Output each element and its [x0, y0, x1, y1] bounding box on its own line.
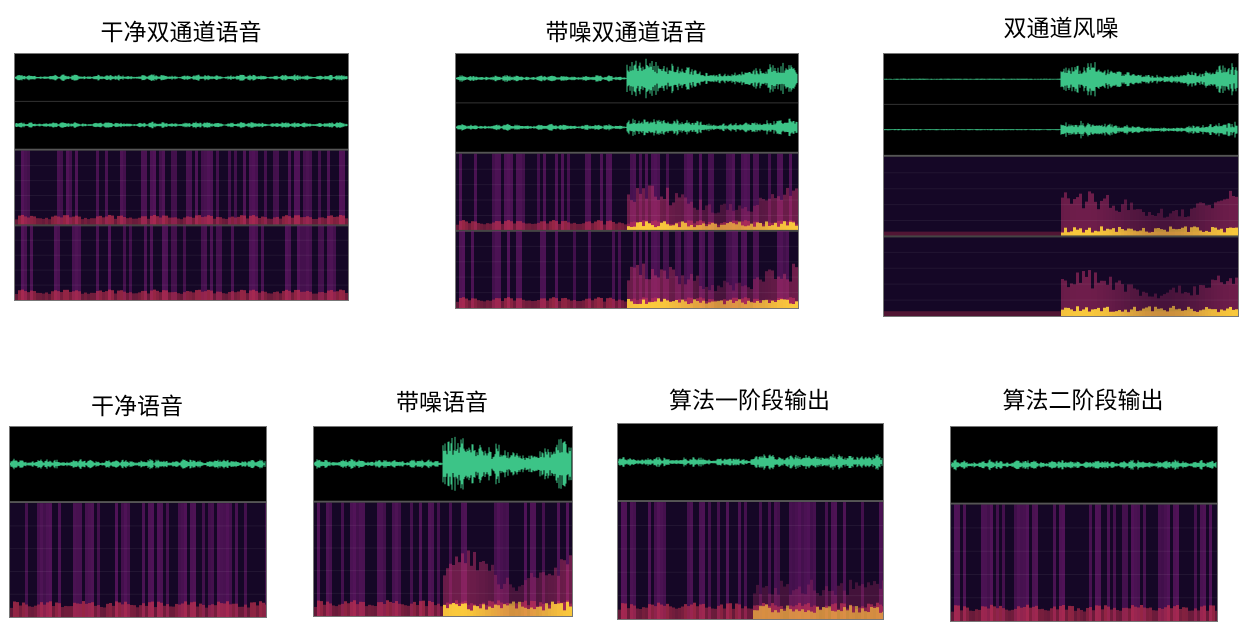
panel-title-clean-single: 干净语音 — [91, 394, 183, 420]
panel-wind-noise-dual — [883, 53, 1239, 317]
panel-title-clean-dual: 干净双通道语音 — [100, 20, 262, 46]
panel-title-noisy-single: 带噪语音 — [396, 390, 488, 416]
panel-graphic — [951, 427, 1217, 621]
panel-title-noisy-dual: 带噪双通道语音 — [545, 20, 707, 46]
panel-graphic — [314, 427, 572, 616]
panel-graphic — [618, 424, 883, 619]
panel-stage2-output — [950, 426, 1218, 622]
panel-title-wind-noise-dual: 双通道风噪 — [1003, 16, 1119, 42]
panel-graphic — [456, 54, 798, 308]
panel-graphic — [10, 427, 266, 617]
panel-stage1-output — [617, 423, 884, 620]
panel-graphic — [884, 54, 1238, 316]
panel-title-stage1-output: 算法一阶段输出 — [669, 388, 830, 414]
panel-title-stage2-output: 算法二阶段输出 — [1002, 388, 1164, 414]
panel-clean-dual — [14, 53, 349, 301]
panel-graphic — [15, 54, 348, 300]
panel-noisy-dual — [455, 53, 799, 309]
panel-noisy-single — [313, 426, 573, 617]
panel-clean-single — [9, 426, 267, 618]
